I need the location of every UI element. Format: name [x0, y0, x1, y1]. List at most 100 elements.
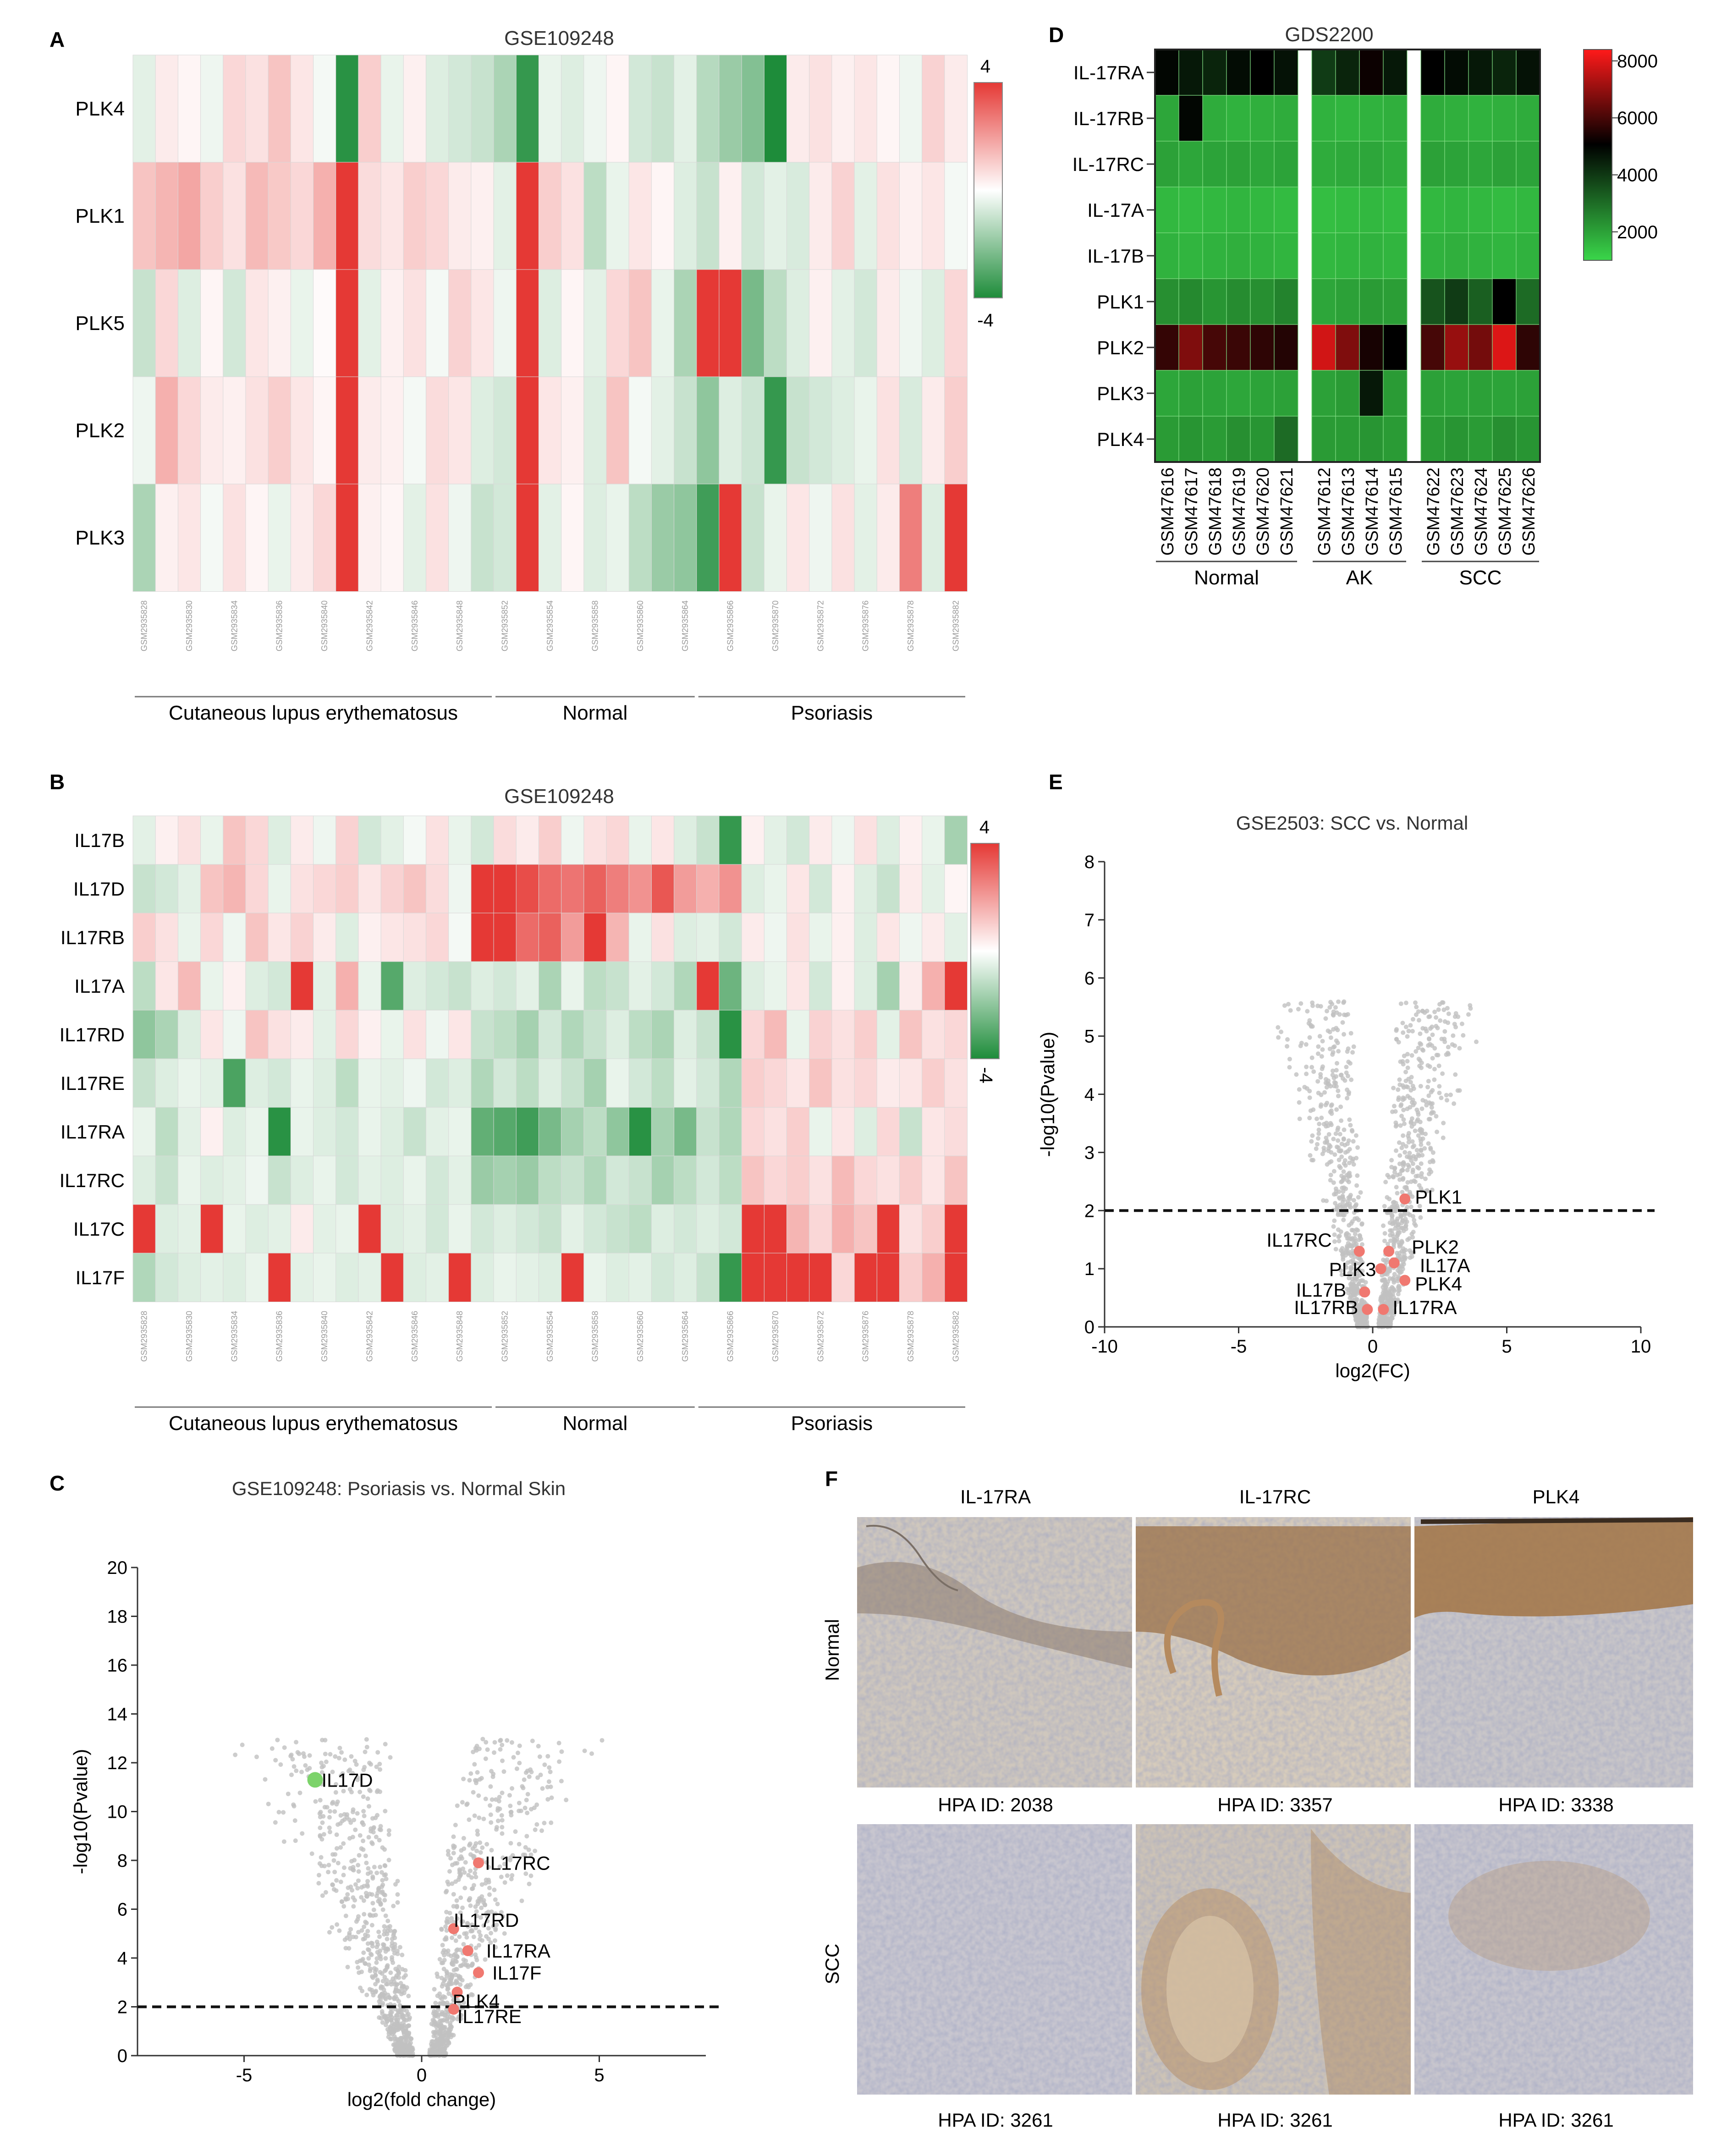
volcano-point [1397, 1172, 1402, 1177]
volcano-point [458, 1910, 463, 1915]
volcano-point [377, 1837, 382, 1842]
panel-a-group-labels: Cutaneous lupus erythematosus Normal Psori… [135, 696, 965, 724]
volcano-point [1340, 1212, 1345, 1217]
volcano-point [338, 1813, 343, 1818]
volcano-point [408, 2040, 413, 2046]
a-sample-label: GSM2935872 [816, 600, 825, 651]
volcano-point [273, 1758, 278, 1763]
b-cell [245, 961, 269, 1011]
a-cell [177, 376, 201, 484]
a-row-label: PLK5 [75, 312, 125, 335]
b-sample-label: GSM2935834 [230, 1311, 239, 1362]
b-cell [403, 1107, 427, 1156]
b-cell [380, 1204, 404, 1254]
d-sample-label: GSM47625 [1496, 468, 1515, 556]
volcano-point [1344, 1070, 1349, 1075]
b-cell [719, 1010, 742, 1059]
volcano-point [1282, 1003, 1287, 1008]
volcano-point [455, 1916, 460, 1921]
b-cell [380, 1058, 404, 1108]
b-cell [132, 1204, 156, 1254]
volcano-point [1397, 1161, 1402, 1166]
volcano-point [454, 1967, 459, 1972]
volcano-point [1350, 1293, 1355, 1298]
a-cell [425, 376, 449, 484]
b-cell [538, 1155, 562, 1205]
volcano-point [1419, 1106, 1424, 1111]
a-cell [899, 55, 923, 163]
a-group-label: Cutaneous lupus erythematosus [169, 702, 458, 724]
b-cell [313, 1253, 336, 1302]
d-cell [1468, 49, 1493, 96]
b-cell [922, 1253, 945, 1302]
volcano-point [1397, 1140, 1402, 1145]
a-group-label: Normal [562, 702, 627, 724]
volcano-point [1393, 1238, 1398, 1243]
b-cell [854, 913, 878, 962]
volcano-point [1424, 1188, 1430, 1193]
volcano-point [1322, 1140, 1327, 1145]
a-cell [538, 55, 562, 163]
b-cell [538, 913, 562, 962]
a-cell [223, 55, 246, 163]
a-cell [403, 162, 427, 270]
volcano-point [437, 2001, 442, 2006]
volcano-point [458, 1854, 463, 1859]
volcano-point [1402, 1121, 1407, 1126]
b-cell [448, 1155, 472, 1205]
volcano-point [320, 1738, 325, 1743]
y-tick-label: 0 [1084, 1317, 1094, 1337]
b-cell [944, 864, 968, 913]
volcano-point [393, 1987, 398, 1992]
b-cell [448, 1058, 472, 1108]
b-cell [944, 1155, 968, 1205]
a-row-label: PLK2 [75, 419, 125, 442]
a-cell [336, 484, 359, 592]
volcano-point [450, 1975, 455, 1980]
b-cell [132, 1155, 156, 1205]
d-cell [1516, 278, 1540, 325]
volcano-point [1353, 1232, 1358, 1237]
d-cell [1444, 232, 1469, 279]
volcano-point [480, 1845, 485, 1850]
volcano-point [483, 1796, 488, 1801]
d-cell [1444, 278, 1469, 325]
b-cell [538, 1253, 562, 1302]
volcano-point [1350, 1129, 1355, 1134]
d-cell [1468, 370, 1493, 417]
volcano-point [1341, 1137, 1346, 1142]
panel-a-sample-labels: GSM2935828 GSM2935830 GSM2935834 GSM2935836… [140, 600, 961, 651]
volcano-point [528, 1767, 533, 1772]
b-cell [200, 1253, 224, 1302]
b-cell [177, 1107, 201, 1156]
volcano-point [475, 1828, 480, 1833]
volcano-point [451, 1892, 456, 1897]
d-cell [1516, 49, 1540, 96]
volcano-point [1347, 1117, 1352, 1122]
volcano-point [492, 1750, 497, 1755]
a-cell [854, 269, 878, 377]
b-cell [651, 1204, 675, 1254]
a-cell [155, 162, 179, 270]
volcano-point [1405, 1034, 1410, 1039]
volcano-point [1401, 1030, 1406, 1035]
volcano-point [1408, 1080, 1413, 1085]
volcano-point [347, 1787, 352, 1792]
volcano-point [1352, 1303, 1357, 1308]
b-cell [719, 1204, 742, 1254]
volcano-point [462, 1886, 468, 1891]
highlight-label: PLK1 [1415, 1186, 1462, 1208]
volcano-point [352, 1817, 357, 1822]
volcano-point [303, 1763, 308, 1768]
volcano-point [345, 1935, 350, 1940]
volcano-point [452, 1844, 457, 1849]
volcano-point [1350, 1050, 1355, 1055]
a-cell [358, 484, 382, 592]
b-cell [606, 913, 630, 962]
panel-f-id-normal-2: HPA ID: 3357 [1217, 1794, 1332, 1815]
volcano-point [367, 1788, 372, 1793]
a-cell [899, 162, 923, 270]
b-row-label: IL17RA [60, 1121, 125, 1143]
volcano-point [483, 1756, 488, 1761]
a-cell [674, 269, 697, 377]
